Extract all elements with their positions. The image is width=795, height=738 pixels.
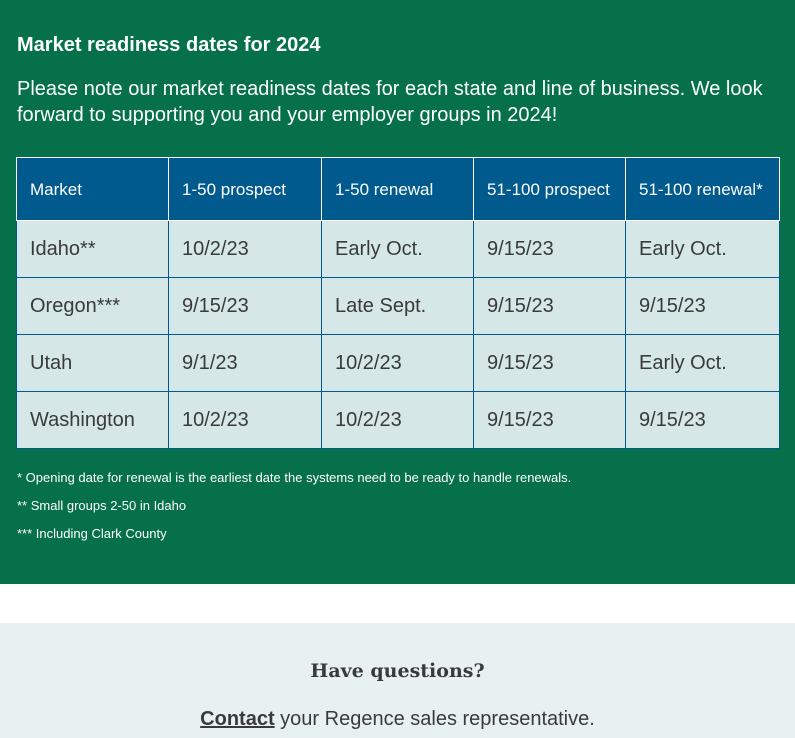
table-cell: 9/15/23 [473,220,626,278]
footnote-oregon: *** Including Clark County [17,526,167,541]
table-row: Oregon*** 9/15/23 Late Sept. 9/15/23 9/1… [16,277,780,335]
readiness-table: Market 1-50 prospect 1-50 renewal 51-100… [16,157,780,449]
footnote-idaho: ** Small groups 2-50 in Idaho [17,498,187,513]
footnote-renewal: * Opening date for renewal is the earlie… [17,470,572,485]
header-1-50-renewal: 1-50 renewal [321,157,474,221]
table-header-row: Market 1-50 prospect 1-50 renewal 51-100… [16,157,780,221]
table-cell: 10/2/23 [168,220,322,278]
intro-text: Please note our market readiness dates f… [17,78,763,126]
questions-panel [0,623,795,738]
table-cell: 10/2/23 [168,391,322,449]
table-cell: Late Sept. [321,277,474,335]
table-cell: Early Oct. [321,220,474,278]
questions-heading: Have questions? [310,660,485,682]
table-cell: 9/15/23 [625,391,780,449]
table-cell: 9/1/23 [168,334,322,392]
table-cell: Oregon*** [16,277,169,335]
table-cell: 10/2/23 [321,334,474,392]
market-readiness-panel: Market readiness dates for 2024 Please n… [0,0,795,584]
table-cell: 9/15/23 [625,277,780,335]
table-cell: Idaho** [16,220,169,278]
table-cell: 9/15/23 [473,391,626,449]
table-cell: 9/15/23 [473,277,626,335]
section-title: Market readiness dates for 2024 [17,34,321,56]
table-cell: Early Oct. [625,220,780,278]
contact-text: your Regence sales representative. [274,708,595,730]
header-market: Market [16,157,169,221]
header-1-50-prospect: 1-50 prospect [168,157,322,221]
table-cell: Early Oct. [625,334,780,392]
footnotes: * Opening date for renewal is the earlie… [17,470,571,554]
contact-link[interactable]: Contact [200,708,275,730]
header-51-100-renewal: 51-100 renewal* [625,157,780,221]
table-row: Washington 10/2/23 10/2/23 9/15/23 9/15/… [16,391,780,449]
table-row: Utah 9/1/23 10/2/23 9/15/23 Early Oct. [16,334,780,392]
table-cell: Utah [16,334,169,392]
table-cell: 9/15/23 [168,277,322,335]
table-row: Idaho** 10/2/23 Early Oct. 9/15/23 Early… [16,220,780,278]
header-51-100-prospect: 51-100 prospect [473,157,626,221]
table-cell: 10/2/23 [321,391,474,449]
table-cell: 9/15/23 [473,334,626,392]
table-cell: Washington [16,391,169,449]
contact-line: Contact your Regence sales representativ… [0,708,795,731]
